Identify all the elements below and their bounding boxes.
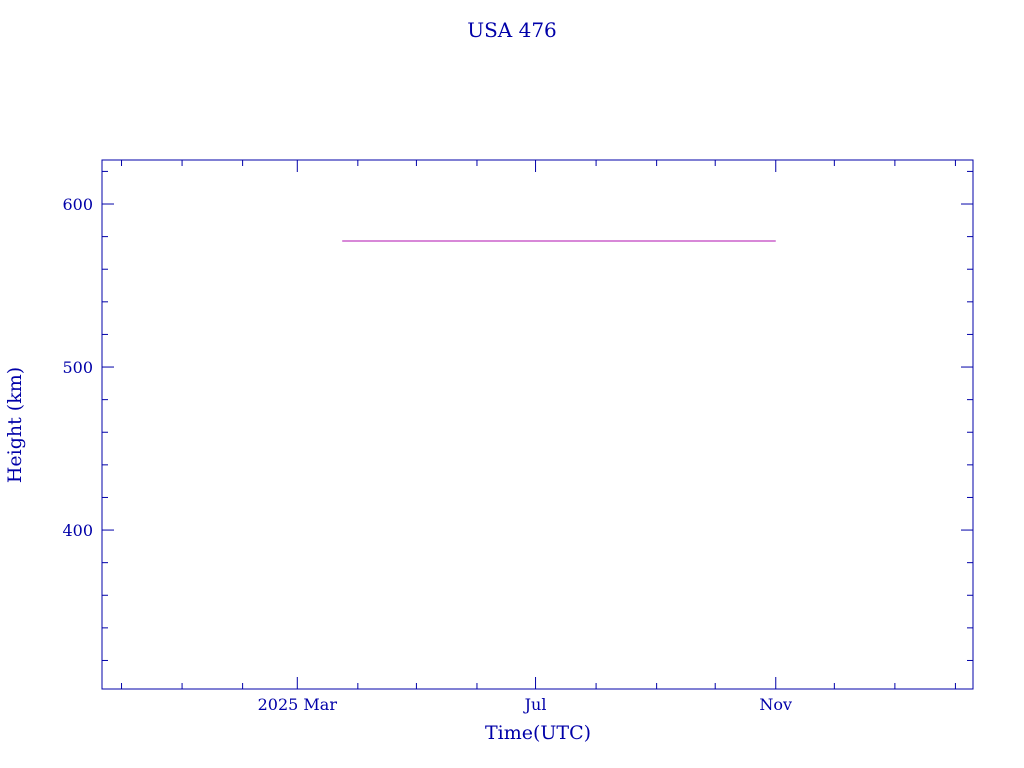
y-tick-label: 600 — [62, 195, 93, 214]
y-axis-label: Height (km) — [4, 367, 26, 483]
x-tick-label: Jul — [523, 695, 547, 714]
x-tick-labels: 2025 Mar Jul Nov — [258, 695, 792, 714]
x-axis-label: Time(UTC) — [485, 722, 591, 744]
x-tick-label: 2025 Mar — [258, 695, 338, 714]
plot-frame — [101, 159, 974, 690]
y-tick-label: 400 — [62, 521, 93, 540]
y-tick-label: 500 — [62, 358, 93, 377]
y-tick-labels: 400 500 600 — [62, 195, 93, 540]
x-tick-label: Nov — [759, 695, 792, 714]
axis-ticks — [102, 160, 973, 689]
chart-title: USA 476 — [467, 18, 557, 42]
